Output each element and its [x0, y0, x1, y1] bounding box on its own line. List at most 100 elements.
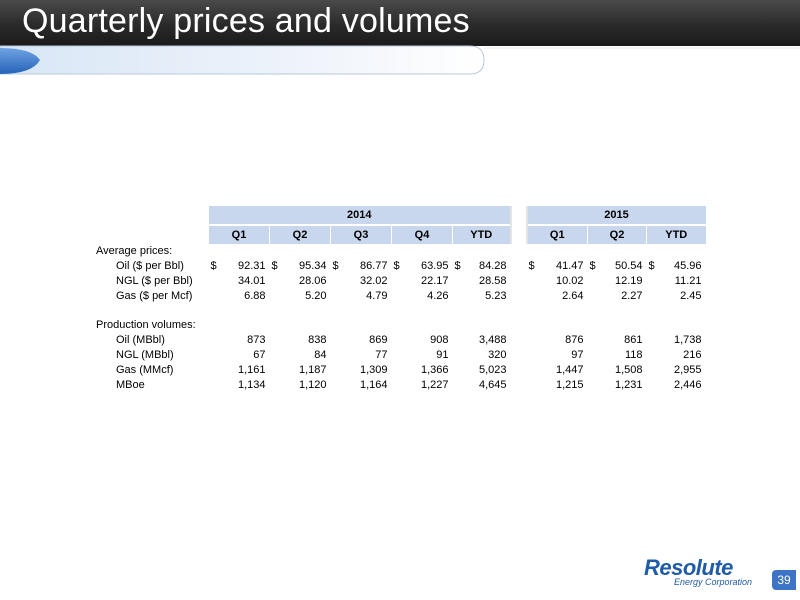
table-row: MBoe 1,134 1,120 1,164 1,227 4,645 1,215 1,231 2… [94, 378, 706, 393]
table-cell-value: 28.58 [478, 275, 507, 287]
currency-symbol: $ [393, 260, 400, 272]
table-cell-value: 1,231 [614, 379, 643, 391]
row-label: NGL (MBbl) [116, 349, 174, 361]
slide-title: Quarterly prices and volumes [22, 2, 470, 40]
row-label: Gas ($ per Mcf) [116, 290, 193, 302]
col-header-2014-q3: Q3 [330, 224, 392, 244]
table-cell-value: 908 [430, 334, 449, 346]
table-cell-value: 1,366 [420, 364, 449, 376]
section-heading: Production volumes: [96, 319, 196, 331]
row-label: Oil (MBbl) [116, 334, 165, 346]
table-cell-value: 5,023 [478, 364, 507, 376]
table-cell-value: 320 [488, 349, 507, 361]
currency-symbol: $ [210, 260, 217, 272]
table-cell-value: 1,187 [298, 364, 327, 376]
table-row: NGL ($ per Bbl) 34.01 28.06 32.02 22.17 28.58… [94, 274, 706, 289]
currency-symbol: $ [271, 260, 278, 272]
logo-subtitle: Energy Corporation [673, 577, 752, 587]
table-cell-value: 1,447 [555, 364, 584, 376]
table-cell-value: 861 [624, 334, 643, 346]
col-header-2015-q2: Q2 [587, 224, 647, 244]
table-cell-value: 41.47 [555, 260, 584, 272]
table-row: Gas (MMcf) 1,161 1,187 1,309 1,366 5,023 1,447… [94, 363, 706, 378]
title-bar: Quarterly prices and volumes [0, 0, 800, 46]
table-cell-value: 34.01 [237, 275, 266, 287]
table-cell-value: 4.79 [366, 290, 388, 302]
col-header-2014-ytd: YTD [452, 224, 511, 244]
table-cell-value: 11.21 [674, 275, 702, 287]
year-2015-header: 2015 [526, 206, 706, 225]
table-cell-value: 86.77 [359, 260, 388, 272]
section-heading-row: Production volumes: [94, 318, 706, 333]
col-header-2014-q1: Q1 [208, 224, 270, 244]
table-cell-value: 4.26 [427, 290, 449, 302]
table-cell-value: 50.54 [614, 260, 643, 272]
table-cell-value: 1,134 [237, 379, 266, 391]
row-label: Gas (MMcf) [116, 364, 174, 376]
table-cell-value: 2.64 [562, 290, 584, 302]
table-cell-value: 1,227 [420, 379, 449, 391]
table-cell-value: 32.02 [359, 275, 388, 287]
table-cell-value: 1,120 [298, 379, 327, 391]
table-cell-value: 876 [565, 334, 584, 346]
currency-symbol: $ [528, 260, 535, 272]
table-cell-value: 1,738 [673, 334, 702, 346]
currency-symbol: $ [332, 260, 339, 272]
table-cell-value: 67 [253, 349, 266, 361]
table-cell-value: 873 [247, 334, 266, 346]
section-heading: Average prices: [96, 245, 173, 257]
table-cell-value: 84 [314, 349, 327, 361]
table-cell-value: 28.06 [298, 275, 327, 287]
logo-wordmark: Resolute [644, 555, 733, 580]
table-cell-value: 1,309 [359, 364, 388, 376]
table-cell-value: 5.20 [305, 290, 327, 302]
table-cell-value: 77 [375, 349, 388, 361]
table-cell-value: 5.23 [485, 290, 507, 302]
table-cell-value: 95.34 [298, 260, 327, 272]
table-cell-value: 10.02 [555, 275, 584, 287]
company-logo: Resolute Energy Corporation [644, 555, 754, 589]
currency-symbol: $ [454, 260, 461, 272]
table-cell-value: 6.88 [244, 290, 266, 302]
table-cell-value: 63.95 [420, 260, 449, 272]
prices-volumes-table: 2014 2015 Q1 Q2 Q3 Q4 YTD Q1 Q2 YTD Average pri… [94, 206, 706, 393]
page-number: 39 [772, 570, 796, 590]
table-cell-value: 45.96 [673, 260, 702, 272]
table-row: Oil (MBbl) 873 838 869 908 3,488 876 861 1,738 [94, 333, 706, 348]
table-cell-value: 92.31 [237, 260, 266, 272]
table-cell-value: 1,215 [555, 379, 584, 391]
currency-symbol: $ [589, 260, 596, 272]
table-cell-value: 22.17 [420, 275, 449, 287]
section-heading-row: Average prices: [94, 244, 706, 259]
header-swoosh [0, 45, 800, 75]
table-cell-value: 118 [624, 349, 643, 361]
table-cell-value: 1,164 [359, 379, 388, 391]
table-cell-value: 4,645 [478, 379, 507, 391]
row-label: NGL ($ per Bbl) [116, 275, 193, 287]
year-2014-header: 2014 [208, 206, 511, 225]
table-cell-value: 97 [571, 349, 584, 361]
table-cell-value: 1,161 [237, 364, 266, 376]
table-cell-value: 91 [436, 349, 449, 361]
col-header-2014-q4: Q4 [391, 224, 453, 244]
table-cell-value: 216 [683, 349, 702, 361]
table-cell-value: 3,488 [478, 334, 507, 346]
row-label: Oil ($ per Bbl) [116, 260, 184, 272]
table-row: Oil ($ per Bbl) $92.31 $95.34 $86.77 $63.95 $… [94, 259, 706, 274]
table-cell-value: 84.28 [478, 260, 507, 272]
table-cell-value: 2,955 [673, 364, 702, 376]
table-cell-value: 869 [369, 334, 388, 346]
col-header-2014-q2: Q2 [269, 224, 331, 244]
table-cell-value: 2.27 [621, 290, 643, 302]
col-header-2015-q1: Q1 [526, 224, 588, 244]
table-cell-value: 838 [308, 334, 327, 346]
table-cell-value: 1,508 [614, 364, 643, 376]
table-row: NGL (MBbl) 67 84 77 91 320 97 118 216 [94, 348, 706, 363]
table-row: Gas ($ per Mcf) 6.88 5.20 4.79 4.26 5.23 2.64 2… [94, 289, 706, 304]
table-cell-value: 12.19 [614, 275, 643, 287]
currency-symbol: $ [648, 260, 655, 272]
col-header-2015-ytd: YTD [646, 224, 706, 244]
table-cell-value: 2,446 [673, 379, 702, 391]
table-cell-value: 2.45 [680, 290, 702, 302]
row-label: MBoe [116, 379, 145, 391]
